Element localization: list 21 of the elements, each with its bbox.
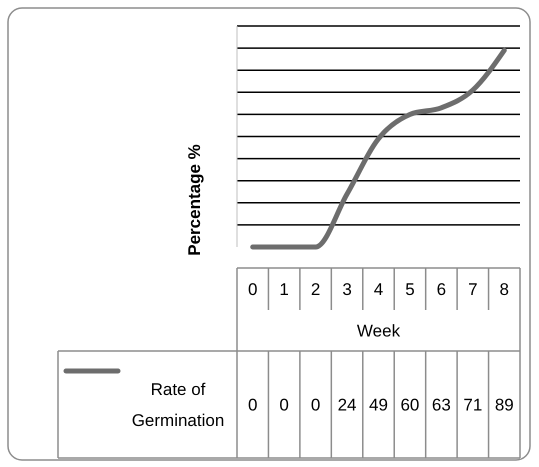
x-tick-label: 8 <box>500 280 510 299</box>
data-label: 0 <box>279 396 289 414</box>
data-label: 0 <box>248 396 258 414</box>
x-tick-label: 4 <box>374 280 384 299</box>
data-label: 60 <box>400 396 420 414</box>
data-label: 63 <box>432 396 451 414</box>
x-tick-label: 6 <box>436 280 446 299</box>
text: Rate of Germination <box>132 380 224 430</box>
data-label: 24 <box>338 396 357 414</box>
x-tick-label: 7 <box>468 280 478 299</box>
x-axis-title: Week <box>356 322 401 340</box>
x-tick-label: 2 <box>310 280 320 299</box>
data-label: 49 <box>369 396 388 414</box>
data-label: 0 <box>310 396 320 414</box>
x-tick-label: 3 <box>342 280 352 299</box>
data-label: 71 <box>463 396 482 414</box>
y-axis-title: Percentage % <box>185 144 204 256</box>
x-tick-label: 1 <box>279 280 289 299</box>
data-label: 89 <box>494 396 514 414</box>
x-tick-label: 5 <box>405 280 415 299</box>
x-tick-label: 0 <box>248 280 258 299</box>
